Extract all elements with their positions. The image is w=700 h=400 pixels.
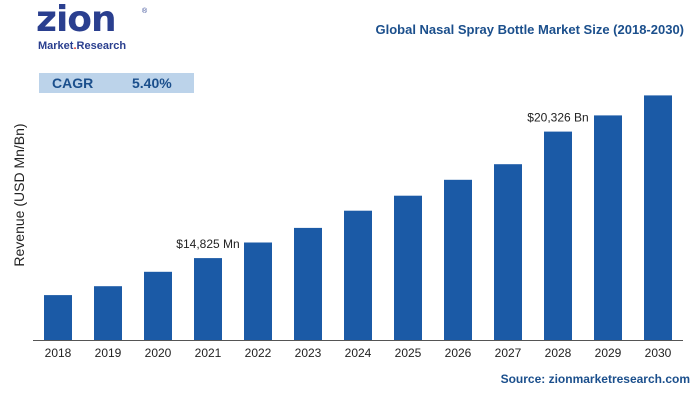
bar-2021 bbox=[194, 258, 222, 340]
x-tick-label-2020: 2020 bbox=[145, 346, 172, 360]
bar-2018 bbox=[44, 295, 72, 340]
x-tick-label-2025: 2025 bbox=[395, 346, 422, 360]
bar-2025 bbox=[394, 195, 422, 340]
x-tick-label-2029: 2029 bbox=[595, 346, 622, 360]
bar-2028 bbox=[544, 131, 572, 340]
bar-2023 bbox=[294, 227, 322, 340]
bar-2024 bbox=[344, 210, 372, 340]
logo-wordmark: zion bbox=[36, 0, 117, 40]
bar-2019 bbox=[94, 286, 122, 340]
x-tick-label-2027: 2027 bbox=[495, 346, 522, 360]
bar-2020 bbox=[144, 271, 172, 341]
logo-subtitle: Market.Research bbox=[38, 40, 126, 52]
cagr-label: CAGR bbox=[52, 75, 94, 91]
data-label-2028: $20,326 Bn bbox=[527, 111, 588, 125]
logo-subtitle-left: Market bbox=[38, 40, 74, 52]
x-tick-label-2021: 2021 bbox=[195, 346, 222, 360]
bar-2030 bbox=[644, 95, 672, 341]
x-tick-label-2030: 2030 bbox=[645, 346, 672, 360]
zion-logo: zion ® Market.Research bbox=[36, 0, 148, 52]
logo-registered-mark: ® bbox=[142, 8, 148, 15]
cagr-value: 5.40% bbox=[132, 75, 172, 91]
bar-2029 bbox=[594, 115, 622, 341]
x-tick-label-2019: 2019 bbox=[95, 346, 122, 360]
cagr-badge: CAGR 5.40% bbox=[39, 73, 194, 93]
bar-2022 bbox=[244, 242, 272, 340]
logo-subtitle-dot: . bbox=[73, 40, 77, 52]
source-note: Source: zionmarketresearch.com bbox=[500, 372, 690, 386]
bar-2027 bbox=[494, 164, 522, 340]
data-label-2021: $14,825 Mn bbox=[176, 237, 239, 251]
x-tick-label-2023: 2023 bbox=[295, 346, 322, 360]
x-tick-label-2028: 2028 bbox=[545, 346, 572, 360]
chart-title: Global Nasal Spray Bottle Market Size (2… bbox=[375, 22, 684, 37]
x-tick-label-2024: 2024 bbox=[345, 346, 372, 360]
x-tick-label-2022: 2022 bbox=[245, 346, 272, 360]
x-tick-label-2026: 2026 bbox=[445, 346, 472, 360]
logo-subtitle-right: Research bbox=[76, 40, 127, 52]
bar-2026 bbox=[444, 179, 472, 340]
x-tick-label-2018: 2018 bbox=[45, 346, 72, 360]
